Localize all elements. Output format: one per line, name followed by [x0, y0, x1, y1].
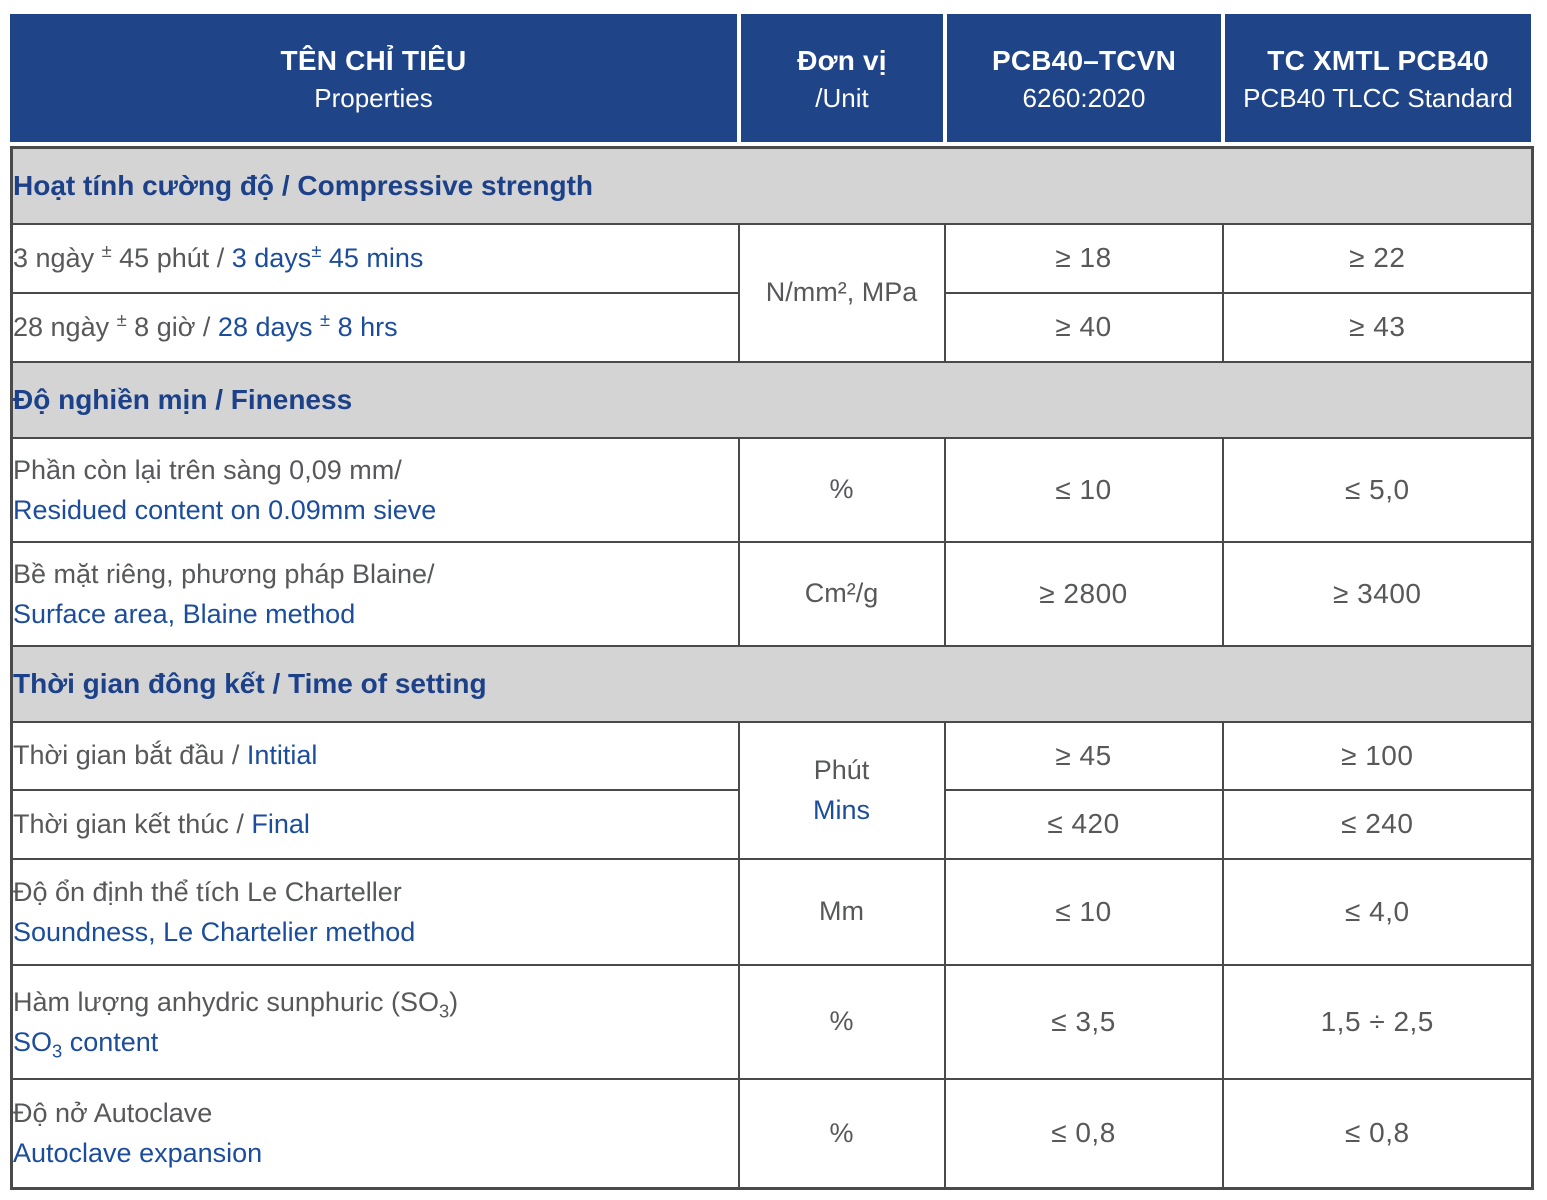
cell-final-label: Thời gian kết thúc / Final — [10, 788, 740, 860]
cell-initial-label: Thời gian bắt đầu / Intitial — [10, 720, 740, 791]
header-unit-vn: Đơn vị — [797, 45, 887, 76]
cell-soundness-tlcc-value: ≤ 4,0 — [1221, 857, 1534, 966]
label-28days-vn: 28 ngày ± 8 giờ / — [13, 308, 218, 342]
cell-unit-so3: % — [737, 963, 946, 1080]
label-autoclave-vn: Độ nở Autoclave — [13, 1098, 213, 1129]
cell-3days-tcvn-value: ≥ 18 — [943, 222, 1224, 294]
row-initial-setting: Thời gian bắt đầu / Intitial Phút Mins ≥… — [10, 720, 1534, 860]
label-initial-en: Intitial — [246, 740, 318, 770]
table-header: TÊN CHỈ TIÊU Properties Đơn vị /Unit PCB… — [10, 14, 1531, 142]
header-row: TÊN CHỈ TIÊU Properties Đơn vị /Unit PCB… — [10, 14, 1531, 142]
cell-autoclave-label: Độ nở Autoclave Autoclave expansion — [10, 1077, 740, 1190]
header-tlcc-line1: TC XMTL PCB40 — [1267, 45, 1489, 76]
cell-blaine-tlcc-value: ≥ 3400 — [1221, 540, 1534, 647]
cell-so3-tlcc-value: 1,5 ÷ 2,5 — [1221, 963, 1534, 1080]
cell-soundness-tcvn-value: ≤ 10 — [943, 857, 1224, 966]
label-autoclave-en: Autoclave expansion — [13, 1138, 263, 1169]
header-tlcc-line2: PCB40 TLCC Standard — [1243, 83, 1513, 113]
label-3days-en: 3 days± 45 mins — [231, 239, 424, 273]
section-fineness: Độ nghiền mịn / Fineness — [10, 360, 1534, 439]
cell-unit-soundness: Mm — [737, 857, 946, 966]
cell-28days-tlcc-value: ≥ 43 — [1221, 291, 1534, 363]
cell-unit-autoclave: % — [737, 1077, 946, 1190]
cell-3days-label: 3 ngày ± 45 phút / 3 days± 45 mins — [10, 222, 740, 294]
row-28-days: 28 ngày ± 8 giờ / 28 days ± 8 hrs ≥ 40 ≥… — [10, 291, 1534, 363]
cell-unit-sieve: % — [737, 436, 946, 543]
section-time-of-setting-title: Thời gian đông kết / Time of setting — [10, 644, 1534, 723]
header-properties-en: Properties — [314, 83, 433, 113]
cell-unit-strength: N/mm², MPa — [737, 222, 946, 363]
cell-final-tcvn-value: ≤ 420 — [943, 788, 1224, 860]
row-blaine: Bề mặt riêng, phương pháp Blaine/ Surfac… — [10, 540, 1534, 647]
cell-autoclave-tcvn-value: ≤ 0,8 — [943, 1077, 1224, 1190]
cement-spec-table: TÊN CHỈ TIÊU Properties Đơn vị /Unit PCB… — [10, 14, 1535, 1190]
cell-blaine-tcvn-value: ≥ 2800 — [943, 540, 1224, 647]
header-tcvn-line2: 6260:2020 — [1022, 83, 1146, 113]
unit-setting-vn: Phút — [813, 755, 870, 785]
cell-sieve-label: Phần còn lại trên sàng 0,09 mm/ Residued… — [10, 436, 740, 543]
section-compressive-strength: Hoạt tính cường độ / Compressive strengt… — [10, 146, 1534, 225]
cell-sieve-tlcc-value: ≤ 5,0 — [1221, 436, 1534, 543]
label-so3-en: SO3 content — [13, 1026, 159, 1061]
cell-28days-label: 28 ngày ± 8 giờ / 28 days ± 8 hrs — [10, 291, 740, 363]
label-blaine-en: Surface area, Blaine method — [13, 598, 356, 629]
label-28days-en: 28 days ± 8 hrs — [217, 308, 398, 342]
header-cell-tlcc: TC XMTL PCB40 PCB40 TLCC Standard — [1221, 14, 1531, 142]
cell-initial-tlcc-value: ≥ 100 — [1221, 720, 1534, 791]
section-compressive-strength-title: Hoạt tính cường độ / Compressive strengt… — [10, 146, 1534, 225]
cell-unit-blaine: Cm²/g — [737, 540, 946, 647]
cell-sieve-tcvn-value: ≤ 10 — [943, 436, 1224, 543]
label-final-vn: Thời gian kết thúc / — [13, 808, 252, 839]
header-properties-vn: TÊN CHỈ TIÊU — [280, 45, 467, 76]
cell-so3-tcvn-value: ≤ 3,5 — [943, 963, 1224, 1080]
cell-soundness-label: Độ ổn định thể tích Le Charteller Soundn… — [10, 857, 740, 966]
unit-setting-en: Mins — [812, 795, 870, 825]
label-3days-vn: 3 ngày ± 45 phút / — [13, 239, 232, 273]
cell-final-tlcc-value: ≤ 240 — [1221, 788, 1534, 860]
header-cell-properties: TÊN CHỈ TIÊU Properties — [10, 14, 737, 142]
cell-blaine-label: Bề mặt riêng, phương pháp Blaine/ Surfac… — [10, 540, 740, 647]
cell-initial-tcvn-value: ≥ 45 — [943, 720, 1224, 791]
label-sieve-en: Residued content on 0.09mm sieve — [13, 494, 437, 525]
header-unit-en: /Unit — [815, 83, 869, 113]
section-time-of-setting: Thời gian đông kết / Time of setting — [10, 644, 1534, 723]
row-autoclave: Độ nở Autoclave Autoclave expansion % ≤ … — [10, 1077, 1534, 1190]
row-final-setting: Thời gian kết thúc / Final ≤ 420 ≤ 240 — [10, 788, 1534, 860]
header-cell-unit: Đơn vị /Unit — [737, 14, 943, 142]
label-so3-vn: Hàm lượng anhydric sunphuric (SO3) — [13, 986, 459, 1021]
label-blaine-vn: Bề mặt riêng, phương pháp Blaine/ — [13, 558, 435, 589]
label-soundness-vn: Độ ổn định thể tích Le Charteller — [13, 876, 402, 907]
cell-so3-label: Hàm lượng anhydric sunphuric (SO3) SO3 c… — [10, 963, 740, 1080]
row-sieve-residue: Phần còn lại trên sàng 0,09 mm/ Residued… — [10, 436, 1534, 543]
header-tcvn-line1: PCB40–TCVN — [991, 45, 1177, 76]
label-sieve-vn: Phần còn lại trên sàng 0,09 mm/ — [13, 454, 402, 485]
cell-autoclave-tlcc-value: ≤ 0,8 — [1221, 1077, 1534, 1190]
table-body: Hoạt tính cường độ / Compressive strengt… — [10, 146, 1535, 1190]
cell-3days-tlcc-value: ≥ 22 — [1221, 222, 1534, 294]
row-so3-content: Hàm lượng anhydric sunphuric (SO3) SO3 c… — [10, 963, 1534, 1080]
section-fineness-title: Độ nghiền mịn / Fineness — [10, 360, 1534, 439]
cell-unit-setting: Phút Mins — [737, 720, 946, 860]
label-soundness-en: Soundness, Le Chartelier method — [13, 916, 416, 947]
cell-28days-tcvn-value: ≥ 40 — [943, 291, 1224, 363]
label-initial-vn: Thời gian bắt đầu / — [13, 740, 247, 770]
row-soundness: Độ ổn định thể tích Le Charteller Soundn… — [10, 857, 1534, 966]
row-3-days: 3 ngày ± 45 phút / 3 days± 45 mins N/mm²… — [10, 222, 1534, 363]
label-final-en: Final — [251, 808, 310, 839]
header-cell-tcvn: PCB40–TCVN 6260:2020 — [943, 14, 1221, 142]
